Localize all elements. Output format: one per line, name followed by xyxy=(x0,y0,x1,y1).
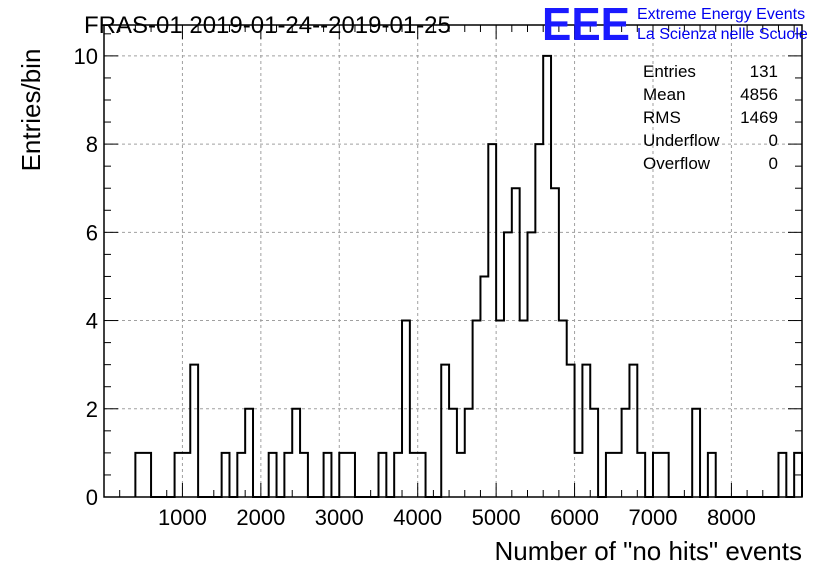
stat-label: Mean xyxy=(643,85,686,104)
stat-value: 4856 xyxy=(740,85,778,104)
logo-line-2: La Scienza nelle Scuole xyxy=(637,26,808,43)
y-tick-label: 4 xyxy=(86,309,98,334)
x-tick-label: 8000 xyxy=(707,505,756,530)
y-axis-title: Entries/bin xyxy=(16,49,46,172)
x-tick-label: 1000 xyxy=(158,505,207,530)
y-tick-label: 6 xyxy=(86,220,98,245)
histogram-bars xyxy=(134,54,803,498)
stat-label: Entries xyxy=(643,62,696,81)
y-tick-label: 8 xyxy=(86,132,98,157)
x-tick-label: 7000 xyxy=(629,505,678,530)
eee-logo-text: EEE xyxy=(542,0,630,50)
x-tick-label: 4000 xyxy=(393,505,442,530)
x-axis-title: Number of "no hits" events xyxy=(495,536,803,566)
tick-labels: 1000 2000 3000 4000 5000 6000 7000 8000 0 2 4 6 8 10 xyxy=(74,44,756,530)
chart-title: FRAS-01 2019-01-24--2019-01-25 xyxy=(84,12,451,39)
y-tick-label: 0 xyxy=(86,485,98,510)
stat-value: 0 xyxy=(769,131,778,150)
logo-line-1: Extreme Energy Events xyxy=(637,6,805,23)
grid-lines xyxy=(104,25,802,497)
x-tick-label: 5000 xyxy=(472,505,521,530)
y-tick-label: 10 xyxy=(74,44,98,69)
x-tick-label: 6000 xyxy=(550,505,599,530)
histogram-outline xyxy=(134,54,803,498)
x-tick-label: 2000 xyxy=(236,505,285,530)
stat-label: Underflow xyxy=(643,131,720,150)
stat-value: 1469 xyxy=(740,108,778,127)
stat-label: Overflow xyxy=(643,154,711,173)
stat-value: 131 xyxy=(750,62,778,81)
y-tick-label: 2 xyxy=(86,397,98,422)
plot-frame xyxy=(103,24,803,498)
axis-ticks xyxy=(104,25,802,497)
stats-box: Entries 131 Mean 4856 RMS 1469 Underflow 0 Overf… xyxy=(643,62,778,173)
x-tick-label: 3000 xyxy=(315,505,364,530)
stat-value: 0 xyxy=(769,154,778,173)
stat-label: RMS xyxy=(643,108,681,127)
